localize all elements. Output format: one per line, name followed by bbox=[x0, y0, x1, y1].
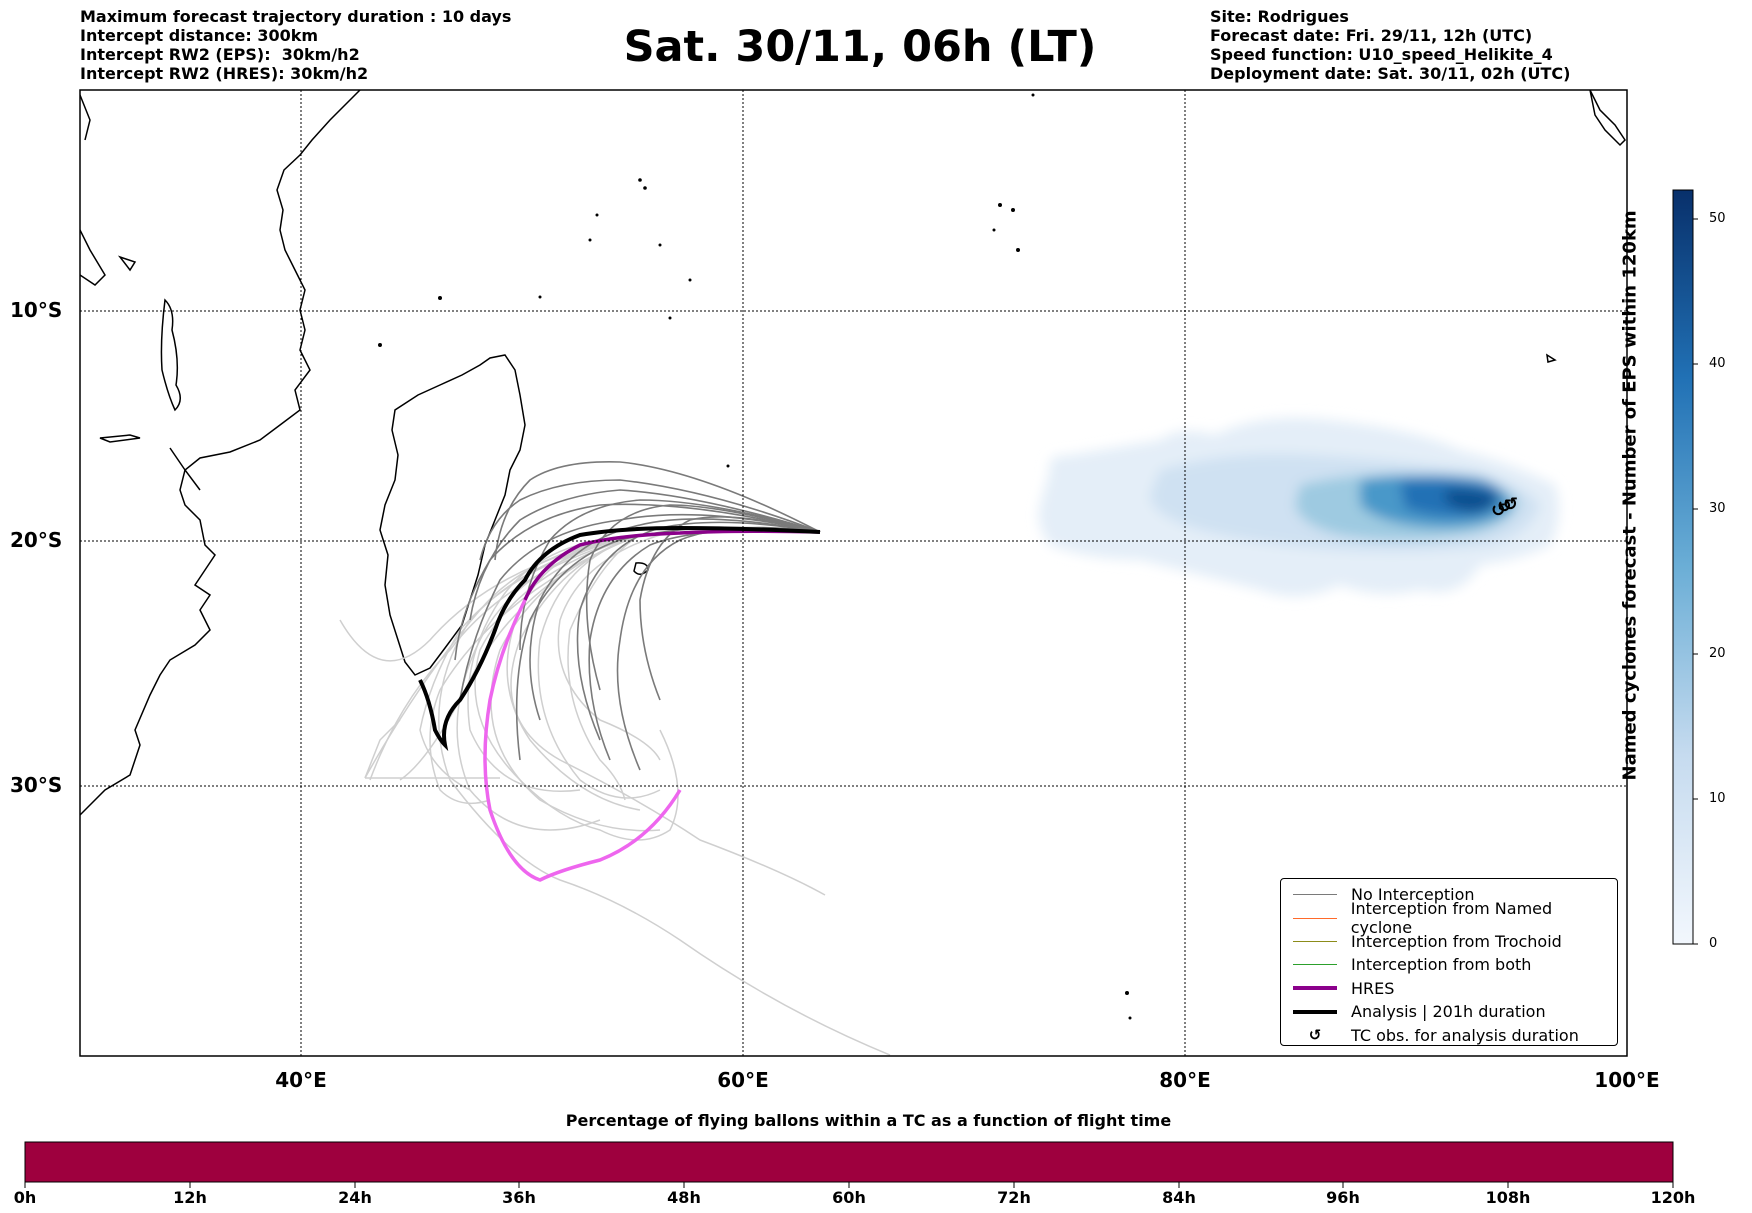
colorbar-tick: 20 bbox=[1709, 646, 1726, 661]
map-gridlines bbox=[80, 90, 1627, 1056]
legend-item-named-cyclone: Interception from Named cyclone bbox=[1281, 899, 1617, 937]
flight-time-tick: 36h bbox=[502, 1188, 536, 1207]
legend-item-analysis: Analysis | 201h duration bbox=[1281, 1000, 1617, 1023]
hres-trajectory-late bbox=[483, 599, 682, 882]
small-islands bbox=[378, 93, 1132, 1020]
param-line: Intercept distance: 300km bbox=[80, 26, 319, 45]
flight-time-tick: 84h bbox=[1162, 1188, 1196, 1207]
eps-density-field bbox=[1038, 417, 1559, 597]
eps-colorbar bbox=[1672, 189, 1694, 945]
cyclone-symbol-icon: ↺ bbox=[1308, 1026, 1322, 1045]
ensemble-trajectories-late bbox=[339, 534, 891, 1056]
flight-time-tick: 96h bbox=[1326, 1188, 1360, 1207]
analysis-trajectory bbox=[418, 525, 821, 752]
colorbar-label: Named cyclones forecast - Number of EPS … bbox=[1619, 210, 1641, 781]
map-frame bbox=[79, 89, 1628, 1057]
flight-time-tick: 72h bbox=[997, 1188, 1031, 1207]
svg-text:↺: ↺ bbox=[1503, 494, 1518, 515]
map-title: Sat. 30/11, 06h (LT) bbox=[623, 22, 1097, 72]
tc-obs-markers: ↺↺↺ bbox=[1491, 494, 1518, 521]
legend-label: No Interception bbox=[1351, 885, 1475, 905]
lon-label: 80°E bbox=[1159, 1068, 1211, 1092]
legend-swatch bbox=[1293, 894, 1337, 896]
svg-text:↺: ↺ bbox=[1491, 500, 1506, 521]
flight-time-tick: 12h bbox=[173, 1188, 207, 1207]
lat-label: 30°S bbox=[10, 773, 63, 797]
ensemble-trajectories-no-interception bbox=[454, 461, 821, 771]
lon-label: 60°E bbox=[717, 1068, 769, 1092]
forecast-parameters: Maximum forecast trajectory duration : 1… bbox=[80, 7, 511, 83]
site-info: Site: Rodrigues Forecast date: Fri. 29/1… bbox=[1210, 7, 1570, 83]
hres-trajectory-early bbox=[523, 529, 821, 601]
site-line: Speed function: U10_speed_Helikite_4 bbox=[1210, 45, 1553, 64]
lon-label: 40°E bbox=[275, 1068, 327, 1092]
legend-item-no-interception: No Interception bbox=[1281, 883, 1617, 906]
legend-item-trochoid: Interception from Trochoid bbox=[1281, 930, 1617, 953]
legend-label: Interception from Named cyclone bbox=[1350, 899, 1553, 938]
colorbar-tick: 0 bbox=[1709, 936, 1718, 951]
lon-label: 100°E bbox=[1594, 1068, 1660, 1092]
colorbar-tick: 30 bbox=[1709, 501, 1726, 516]
map-legend: No Interception Interception from Named … bbox=[1280, 878, 1618, 1046]
flight-time-bar-ticks bbox=[24, 1182, 1674, 1188]
flight-time-tick: 60h bbox=[832, 1188, 866, 1207]
flight-time-tick: 24h bbox=[338, 1188, 372, 1207]
lat-label: 10°S bbox=[10, 298, 63, 322]
legend-label: Interception from Trochoid bbox=[1351, 931, 1562, 951]
param-line: Intercept RW2 (HRES): 30km/h2 bbox=[80, 64, 369, 83]
legend-item-both: Interception from both bbox=[1281, 953, 1617, 976]
lat-label: 20°S bbox=[10, 528, 63, 552]
legend-swatch bbox=[1293, 940, 1337, 942]
legend-swatch bbox=[1293, 1009, 1337, 1014]
legend-label: Interception from both bbox=[1351, 955, 1532, 975]
param-line: Maximum forecast trajectory duration : 1… bbox=[80, 7, 512, 26]
flight-time-tick: 120h bbox=[1650, 1188, 1696, 1207]
legend-item-hres: HRES bbox=[1281, 977, 1617, 1000]
colorbar-tick: 50 bbox=[1709, 211, 1726, 226]
flight-time-bar-title: Percentage of flying ballons within a TC… bbox=[565, 1111, 1172, 1130]
flight-time-bar bbox=[24, 1141, 1674, 1183]
svg-text:↺: ↺ bbox=[1497, 496, 1512, 517]
legend-swatch bbox=[1293, 986, 1337, 991]
site-line: Site: Rodrigues bbox=[1210, 7, 1349, 26]
legend-label: TC obs. for analysis duration bbox=[1351, 1025, 1579, 1045]
coastlines bbox=[80, 90, 1626, 816]
legend-label: Analysis | 201h duration bbox=[1351, 1002, 1546, 1022]
colorbar-tick: 40 bbox=[1709, 356, 1726, 371]
eps-colorbar-ticks bbox=[1693, 218, 1698, 945]
flight-time-tick: 108h bbox=[1485, 1188, 1531, 1207]
legend-swatch bbox=[1293, 917, 1337, 919]
legend-swatch bbox=[1293, 964, 1337, 966]
site-line: Forecast date: Fri. 29/11, 12h (UTC) bbox=[1210, 26, 1533, 45]
flight-time-tick: 0h bbox=[13, 1188, 37, 1207]
flight-time-tick: 48h bbox=[667, 1188, 701, 1207]
colorbar-tick: 10 bbox=[1709, 791, 1726, 806]
param-line: Intercept RW2 (EPS): 30km/h2 bbox=[80, 45, 360, 64]
legend-item-tc-obs: ↺ TC obs. for analysis duration bbox=[1281, 1023, 1617, 1046]
legend-label: HRES bbox=[1351, 978, 1395, 998]
site-line: Deployment date: Sat. 30/11, 02h (UTC) bbox=[1210, 64, 1571, 83]
